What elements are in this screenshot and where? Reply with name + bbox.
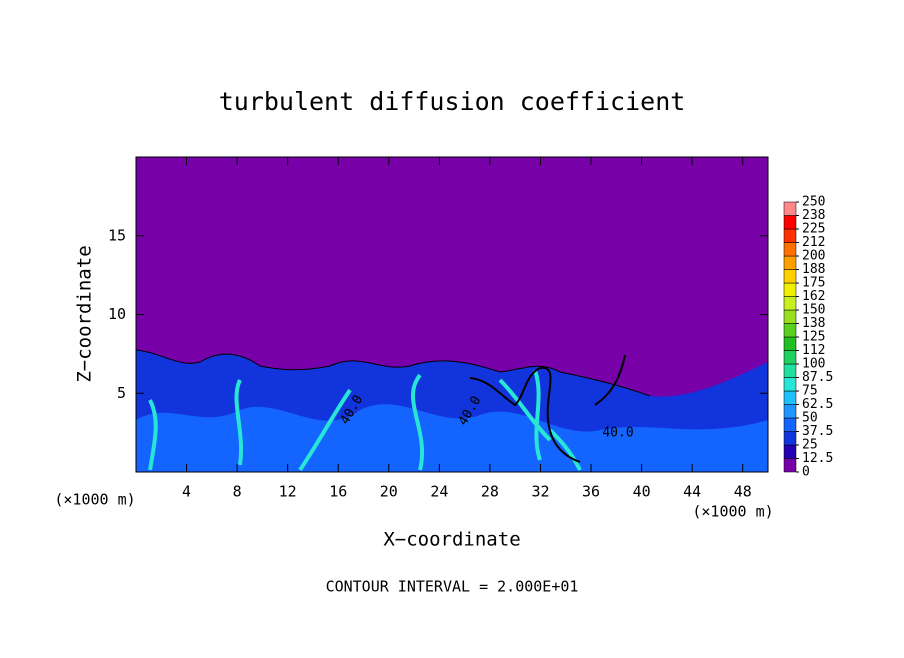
colorbar-label: 250 [802, 195, 825, 210]
colorbar-swatch [783, 255, 797, 270]
footnote: CONTOUR INTERVAL = 2.000E+01 [326, 578, 579, 596]
x-tick-label: 16 [329, 483, 347, 501]
colorbar-swatch [783, 309, 797, 324]
colorbar-swatch [783, 215, 797, 230]
colorbar-label: 50 [802, 411, 818, 426]
x-tick-label: 36 [582, 483, 600, 501]
colorbar-swatch [783, 390, 797, 405]
x-unit-left: (×1000 m) [54, 491, 135, 509]
x-tick-label: 24 [430, 483, 448, 501]
x-tick-label: 8 [233, 483, 242, 501]
y-axis-label: Z−coordinate [74, 245, 96, 382]
colorbar-swatch [783, 377, 797, 392]
x-tick-label: 4 [182, 483, 191, 501]
contour-line [135, 349, 651, 397]
colorbar-swatch [783, 363, 797, 378]
x-tick-label: 48 [734, 483, 752, 501]
x-unit-right: (×1000 m) [692, 503, 773, 521]
colorbar-label: 200 [802, 249, 825, 264]
colorbar-label: 112 [802, 343, 825, 358]
x-axis-label: X−coordinate [383, 529, 520, 551]
colorbar-swatch [783, 417, 797, 432]
colorbar-swatch [783, 282, 797, 297]
colorbar-label: 175 [802, 276, 825, 291]
contour-line [469, 366, 581, 463]
colorbar-label: 37.5 [802, 424, 833, 439]
contour-label: 40.0 [602, 426, 633, 441]
y-tick-label: 10 [108, 305, 126, 323]
colorbar-swatch [783, 431, 797, 446]
colorbar-swatch [783, 458, 797, 473]
colorbar-label: 0 [802, 465, 810, 480]
colorbar-label: 100 [802, 357, 825, 372]
colorbar-label: 75 [802, 384, 818, 399]
y-tick-label: 5 [117, 384, 126, 402]
colorbar-label: 238 [802, 208, 825, 223]
colorbar-swatch [783, 323, 797, 338]
colorbar-swatch [783, 269, 797, 284]
colorbar-label: 12.5 [802, 451, 833, 466]
colorbar-swatch [783, 296, 797, 311]
colorbar-label: 87.5 [802, 370, 833, 385]
colorbar-label: 150 [802, 303, 825, 318]
colorbar-swatch [783, 242, 797, 257]
colorbar-swatch [783, 201, 797, 216]
colorbar-label: 125 [802, 330, 825, 345]
colorbar-swatch [783, 336, 797, 351]
colorbar-swatch [783, 228, 797, 243]
colorbar-swatch [783, 350, 797, 365]
colorbar-label: 62.5 [802, 397, 833, 412]
turbulent-core [136, 404, 768, 472]
x-tick-label: 20 [380, 483, 398, 501]
colorbar-label: 162 [802, 289, 825, 304]
chart-title: turbulent diffusion coefficient [219, 87, 686, 116]
x-tick-label: 44 [683, 483, 701, 501]
colorbar-label: 188 [802, 262, 825, 277]
colorbar-swatch [783, 404, 797, 419]
x-tick-label: 12 [279, 483, 297, 501]
colorbar-label: 25 [802, 438, 818, 453]
turbulent-streaks [148, 369, 582, 472]
colorbar-swatch [783, 444, 797, 459]
contour-line [594, 354, 626, 406]
colorbar-label: 225 [802, 222, 825, 237]
field [135, 157, 768, 472]
x-tick-label: 32 [531, 483, 549, 501]
x-tick-label: 28 [481, 483, 499, 501]
colorbar-label: 212 [802, 235, 825, 250]
colorbar-label: 138 [802, 316, 825, 331]
x-tick-label: 40 [633, 483, 651, 501]
y-tick-label: 15 [108, 226, 126, 244]
